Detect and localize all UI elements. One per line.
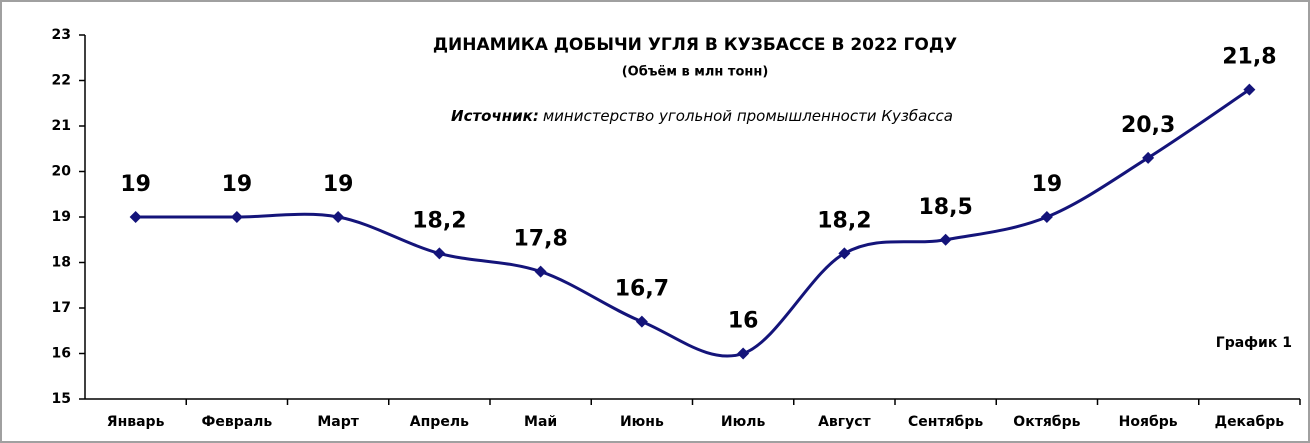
x-tick-label: Октябрь [1013, 414, 1080, 430]
x-tick-label: Май [524, 414, 557, 430]
x-tick-label: Август [818, 414, 871, 430]
marker [737, 347, 750, 360]
chart-title: ДИНАМИКА ДОБЫЧИ УГЛЯ В КУЗБАССЕ В 2022 Г… [433, 35, 957, 55]
data-label: 18,5 [918, 195, 972, 220]
y-tick-label: 23 [52, 27, 71, 43]
x-tick-label: Декабрь [1215, 414, 1285, 430]
marker [230, 211, 243, 223]
y-tick-label: 22 [52, 73, 71, 89]
y-tick-label: 17 [52, 300, 71, 316]
marker [534, 265, 547, 278]
data-label: 19 [120, 172, 151, 197]
x-tick-label: Февраль [201, 414, 272, 430]
y-tick-label: 19 [52, 209, 71, 225]
source-label: Источник: [451, 107, 539, 125]
annotation: График 1 [1216, 335, 1292, 351]
marker [433, 247, 446, 260]
x-tick-label: Апрель [410, 414, 469, 430]
marker [1243, 83, 1256, 96]
data-label: 21,8 [1222, 45, 1276, 70]
y-tick-label: 21 [52, 118, 71, 134]
y-tick-label: 16 [52, 346, 71, 362]
line [135, 88, 1251, 358]
source: Источник: министерство угольной промышлен… [451, 107, 953, 125]
data-label: 17,8 [513, 227, 567, 252]
data-label: 19 [323, 172, 354, 197]
x-tick-label: Ноябрь [1119, 414, 1178, 430]
marker [1040, 211, 1053, 223]
source-text: министерство угольной промышленности Куз… [543, 107, 953, 125]
x-tick-label: Июль [721, 414, 766, 430]
data-label: 16 [728, 309, 759, 334]
x-tick-label: Январь [107, 414, 165, 430]
marker [939, 233, 952, 246]
chart-subtitle: (Объём в млн тонн) [622, 65, 769, 80]
data-label: 16,7 [615, 277, 669, 302]
x-tick-label: Март [317, 414, 359, 430]
y-tick-label: 15 [52, 391, 71, 407]
marker [332, 211, 345, 223]
x-tick-label: Сентябрь [908, 414, 983, 430]
y-tick-label: 20 [52, 164, 72, 180]
marker [1142, 151, 1155, 164]
data-label: 18,2 [412, 208, 466, 233]
marker [838, 247, 851, 260]
data-label: 18,2 [817, 208, 871, 233]
y-tick-label: 18 [52, 255, 71, 271]
data-label: 19 [222, 172, 253, 197]
x-tick-label: Июнь [620, 414, 664, 430]
data-label: 19 [1032, 172, 1063, 197]
data-label: 20,3 [1121, 113, 1175, 138]
marker [129, 211, 142, 223]
marker [635, 315, 648, 328]
